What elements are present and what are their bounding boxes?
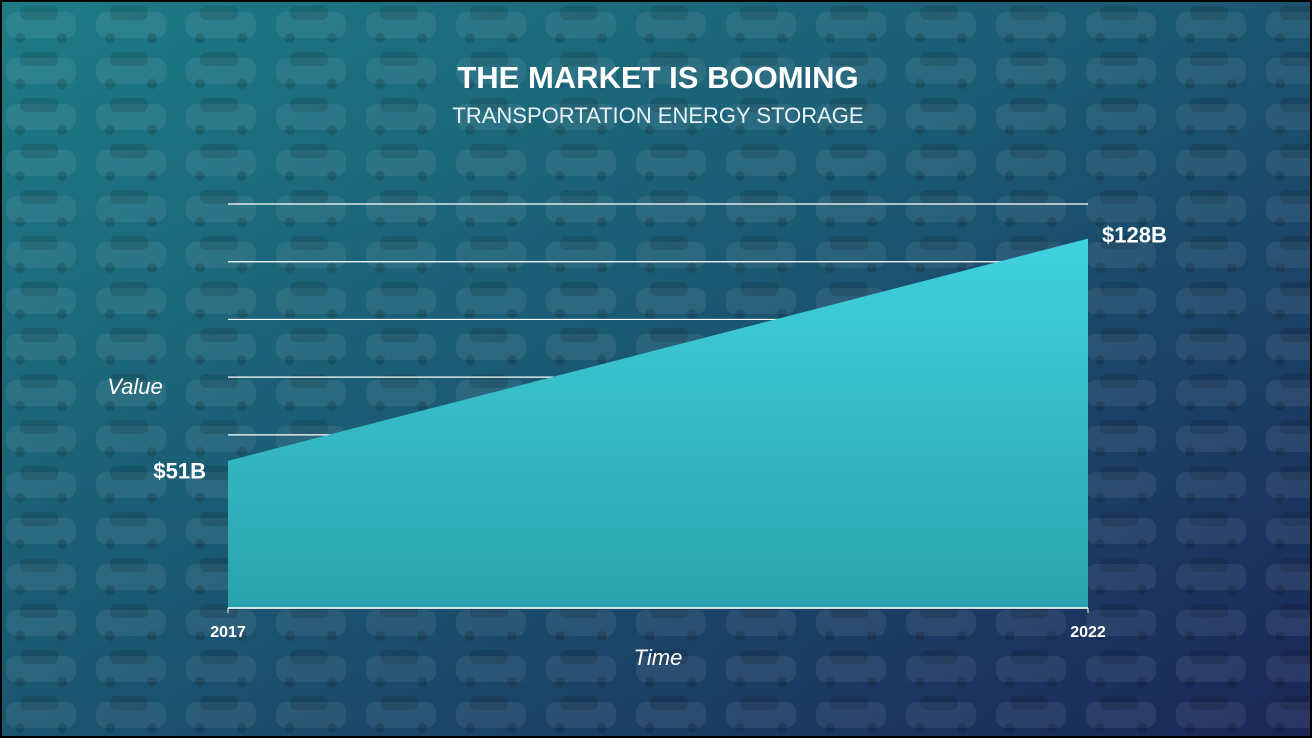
chart-title: THE MARKET IS BOOMING <box>457 60 858 95</box>
value-label: $51B <box>153 459 206 484</box>
y-axis-label: Value <box>107 374 162 399</box>
chart-subtitle: TRANSPORTATION ENERGY STORAGE <box>452 103 863 128</box>
x-tick-label: 2022 <box>1070 624 1106 641</box>
value-label: $128B <box>1102 222 1167 247</box>
area <box>228 238 1088 608</box>
x-axis-label: Time <box>634 645 683 670</box>
x-tick-label: 2017 <box>210 624 246 641</box>
plot: $51B $128B 2017 2022 <box>153 203 1167 641</box>
